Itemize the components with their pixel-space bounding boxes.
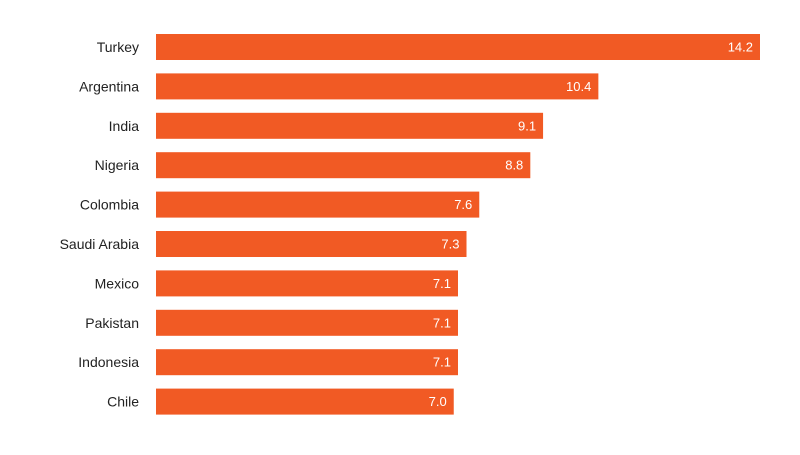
bar: [156, 231, 467, 257]
bar: [156, 191, 480, 218]
bar: [156, 349, 458, 376]
bar-value-label: 7.3: [441, 237, 459, 252]
bar-value-label: 8.8: [505, 158, 523, 173]
bar-value-label: 14.2: [728, 40, 753, 55]
bar: [156, 270, 458, 297]
bar: [156, 309, 458, 336]
category-label: Indonesia: [78, 354, 139, 370]
bar-value-label: 7.1: [433, 355, 451, 370]
bar: [156, 152, 531, 179]
bar-value-label: 7.1: [433, 276, 451, 291]
category-label: Nigeria: [95, 157, 140, 173]
category-label: Mexico: [95, 275, 140, 291]
category-label: Pakistan: [85, 315, 139, 331]
category-label: Saudi Arabia: [60, 236, 140, 252]
category-label: Chile: [107, 394, 139, 410]
bar-value-label: 10.4: [566, 79, 591, 94]
category-label: Turkey: [97, 39, 139, 55]
bar: [156, 388, 454, 415]
bar: [156, 34, 760, 60]
bar-value-label: 7.6: [454, 197, 472, 212]
bar-value-label: 7.1: [433, 315, 451, 330]
bar: [156, 73, 599, 100]
bar: [156, 112, 544, 139]
category-label: India: [109, 118, 140, 134]
bar-value-label: 9.1: [518, 118, 536, 133]
category-label: Colombia: [80, 197, 139, 213]
bar-value-label: 7.0: [429, 394, 447, 409]
category-label: Argentina: [79, 78, 139, 94]
